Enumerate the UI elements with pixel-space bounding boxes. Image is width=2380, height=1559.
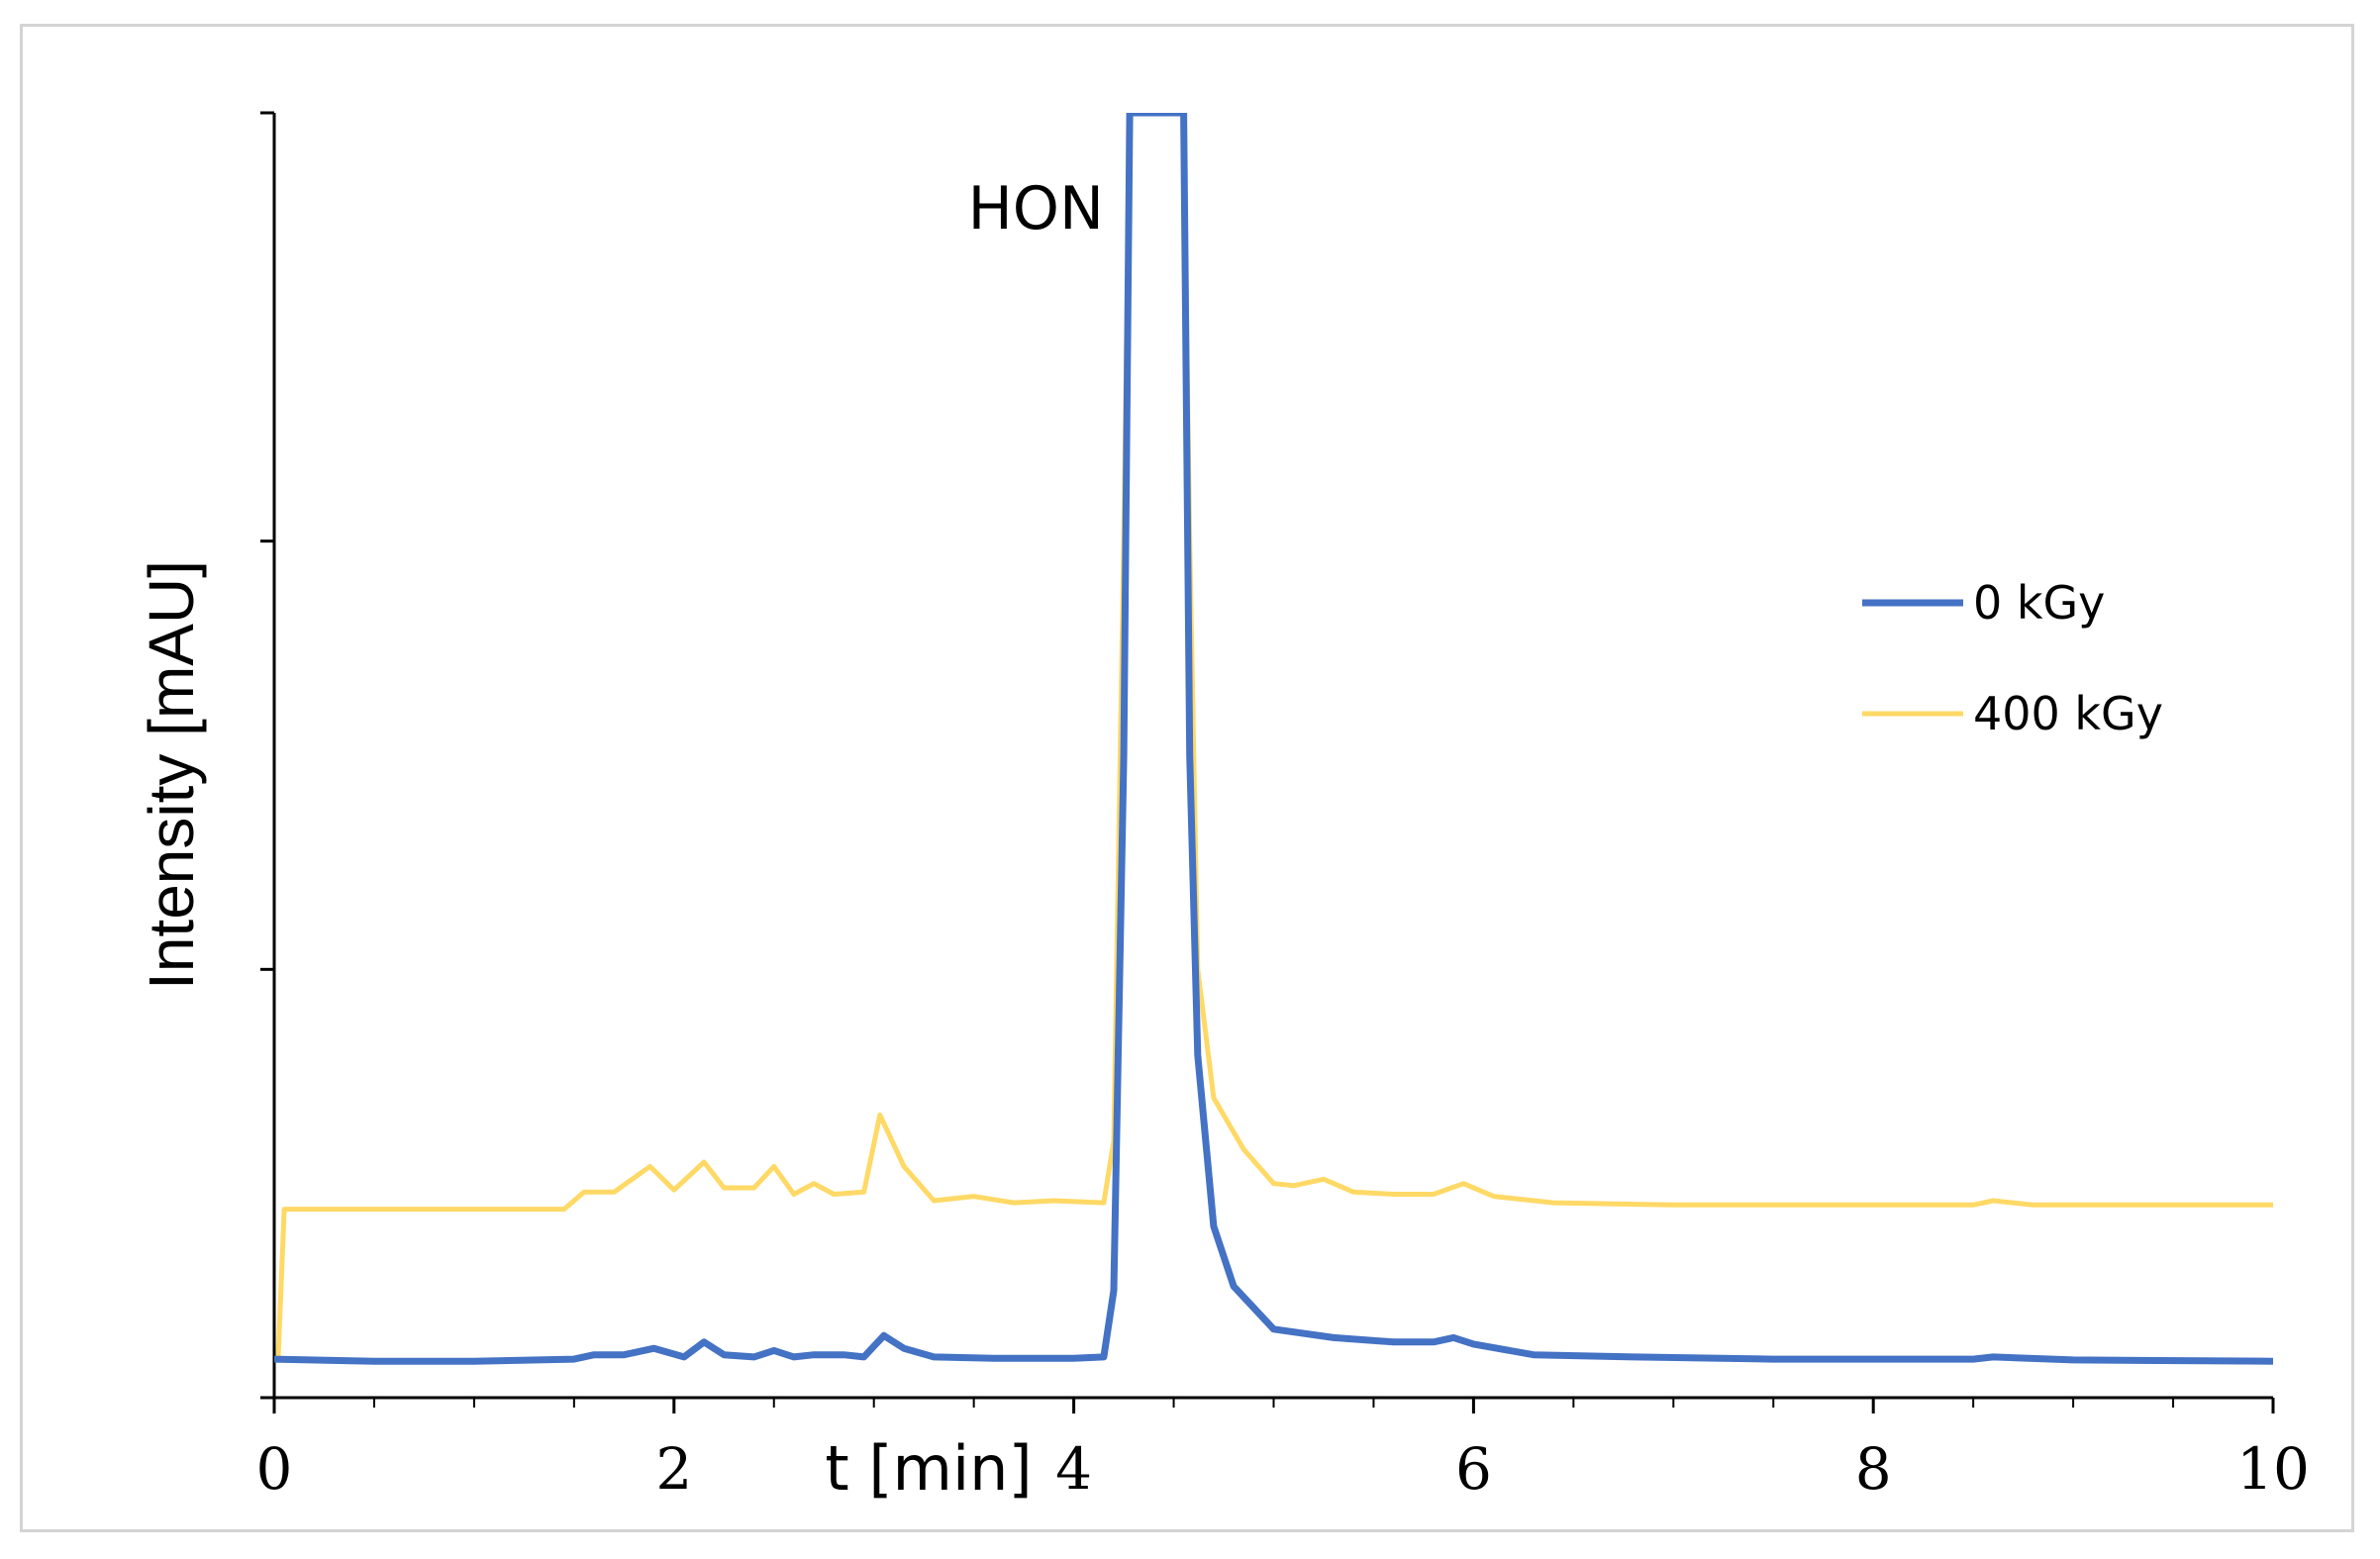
series-line-yellow [274,113,2273,1362]
x-tick-label: 6 [1455,1435,1492,1503]
x-tick-label: 8 [1855,1435,1892,1503]
x-tick-labels: 0 2 4 6 8 10 [256,1435,2310,1503]
axes: 0 2 4 6 8 10 [256,111,2310,1503]
peak-annotation-hon: HON [968,174,1104,244]
series-group [274,113,2273,1365]
y-axis-title: Intensity [mAU] [136,560,207,990]
legend: 0 kGy 400 kGy [1862,576,2163,740]
x-ticks [272,1398,2275,1413]
x-tick-label: 0 [256,1435,293,1503]
x-tick-label: 4 [1055,1435,1092,1503]
legend-label: 400 kGy [1973,687,2163,740]
x-tick-label: 10 [2236,1435,2310,1503]
x-axis-title: t [min] [825,1432,1032,1505]
series-line-blue [274,113,2273,1365]
x-tick-label: 2 [655,1435,692,1503]
legend-label: 0 kGy [1973,576,2105,630]
y-ticks [260,111,274,1400]
chromatogram-chart: 0 2 4 6 8 10 HON Intensity [mAU] t [min] 0 kG… [136,111,2310,1505]
chart-frame: 0 2 4 6 8 10 HON Intensity [mAU] t [min] 0 kG… [20,24,2354,1532]
